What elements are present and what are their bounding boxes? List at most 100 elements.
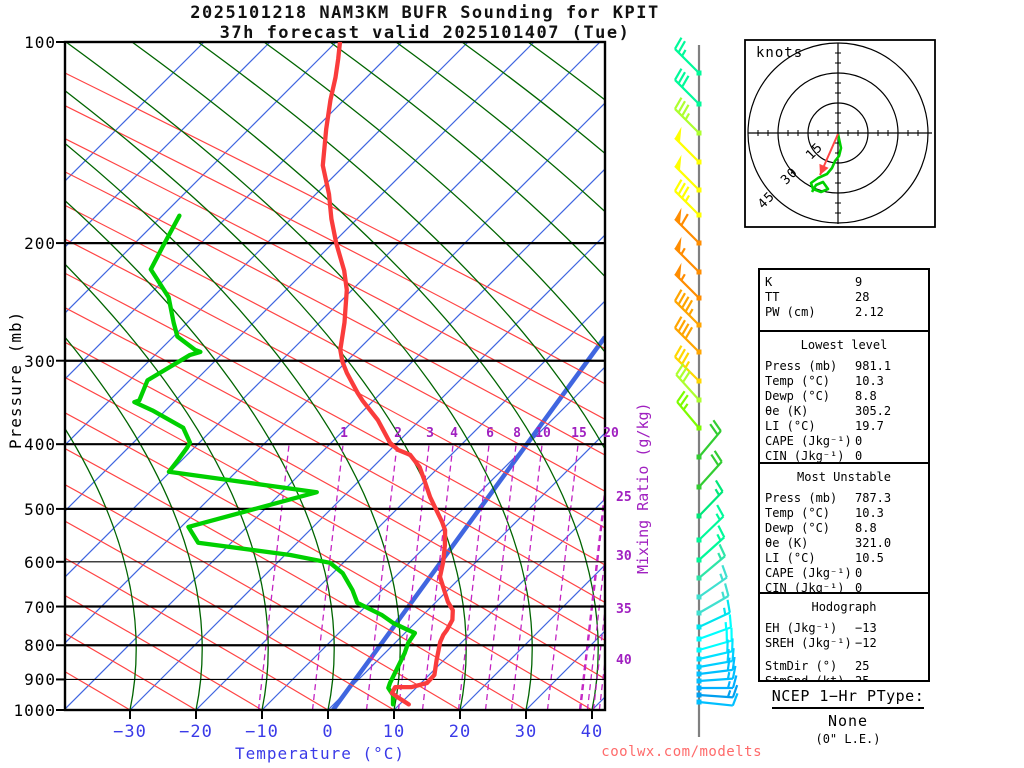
table-row-value: 2.12 <box>855 305 884 319</box>
table-row-label: θe (K) <box>765 536 809 550</box>
pressure-tick-label: 200 <box>24 234 56 253</box>
ptype-value: None <box>827 712 869 730</box>
table-row-value: 25 <box>855 659 870 673</box>
pressure-tick-label: 500 <box>24 500 56 519</box>
table-row-label: Dewp (°C) <box>765 521 831 535</box>
wind-barb <box>696 693 739 707</box>
wind-barb <box>696 638 734 662</box>
pressure-tick-label: 300 <box>24 352 56 371</box>
table-row: SREH (Jkg⁻¹) −12 <box>765 636 923 651</box>
table-section: Hodograph EH (Jkg⁻¹) −13 SREH (Jkg⁻¹) −12 Stm… <box>760 592 928 680</box>
wind-barb <box>696 656 736 677</box>
table-section: K 9 TT 28 PW (cm) 2.12 <box>760 270 928 330</box>
dewpoint-curve <box>132 213 418 707</box>
mixing-ratio-top-label: 2 <box>394 426 402 441</box>
table-row: Press (mb) 787.3 <box>765 491 923 506</box>
axis-ticks <box>56 41 593 719</box>
table-row-value: 10.5 <box>855 551 884 565</box>
table-row-value: 8.8 <box>855 521 877 535</box>
table-row: Dewp (°C) 8.8 <box>765 521 923 536</box>
mixing-ratio-right-label: 25 <box>616 490 632 505</box>
table-row-label: EH (Jkg⁻¹) <box>765 621 838 635</box>
table-row: CAPE (Jkg⁻¹) 0 <box>765 434 923 449</box>
table-row: StmSpd (kt)25 <box>765 674 923 680</box>
table-row-label: Temp (°C) <box>765 374 831 388</box>
wind-barb <box>674 154 702 193</box>
table-row-label: θe (K) <box>765 404 809 418</box>
mixing-ratio-top-label: 3 <box>426 426 434 441</box>
ptype-heading: NCEP 1−Hr PType: <box>771 687 925 709</box>
table-row-label: LI (°C) <box>765 419 816 433</box>
wind-barb <box>696 583 730 616</box>
temperature-axis-title: Temperature (°C) <box>234 744 406 763</box>
dry-adiabat-lines <box>65 72 605 710</box>
table-row-label: TT <box>765 290 780 304</box>
wind-barb <box>674 126 702 165</box>
temperature-curve <box>320 42 455 707</box>
table-row: Press (mb) 981.1 <box>765 359 923 374</box>
temperature-tick-label: −20 <box>179 722 213 742</box>
table-row-label: CAPE (Jkg⁻¹) <box>765 434 852 448</box>
plot-border <box>63 40 607 712</box>
table-section-header: Hodograph <box>811 600 877 614</box>
table-section-header: Lowest level <box>800 338 888 352</box>
table-row-label: K <box>765 275 773 289</box>
wind-barb <box>696 564 728 600</box>
wind-barb <box>696 599 731 630</box>
ptype-panel: NCEP 1−Hr PType: None (0" L.E.) <box>748 686 948 746</box>
table-row: StmDir (°) 25 <box>765 659 923 674</box>
table-row-value: 0 <box>855 434 863 448</box>
table-row-value: 787.3 <box>855 491 892 505</box>
table-row-value: 0 <box>855 566 863 580</box>
wind-barb <box>674 68 702 107</box>
table-row-value: 981.1 <box>855 359 892 373</box>
temperature-tick-label: 20 <box>448 722 472 742</box>
mixing-ratio-top-label: 4 <box>450 426 458 441</box>
table-row-value: 10.3 <box>855 506 884 520</box>
table-row: Temp (°C) 10.3 <box>765 374 923 389</box>
table-row: Dewp (°C) 8.8 <box>765 389 923 404</box>
mixing-ratio-lines <box>257 444 605 710</box>
wind-barb <box>696 419 722 460</box>
wind-barb <box>696 504 725 543</box>
mixing-ratio-right-label: 35 <box>616 602 632 617</box>
temperature-tick-label: −30 <box>113 722 147 742</box>
isobar-lines <box>65 241 605 680</box>
table-row-value: −13 <box>855 621 877 635</box>
table-row: LI (°C) 19.7 <box>765 419 923 434</box>
wind-barb <box>674 316 702 355</box>
pressure-tick-label: 600 <box>24 553 56 572</box>
hodograph-trace <box>809 133 843 194</box>
mixing-ratio-top-label: 1 <box>340 426 348 441</box>
chart-title-line2: 37h forecast valid 2025101407 (Tue) <box>219 23 631 43</box>
pressure-tick-label: 1000 <box>13 701 56 720</box>
table-section: Most Unstable Press (mb) 787.3 Temp (°C) 10.… <box>760 462 928 592</box>
table-row-value: 25 <box>855 674 869 680</box>
pressure-tick-label: 900 <box>24 670 56 689</box>
watermark-text: coolwx.com/modelts <box>601 744 762 760</box>
wind-barb <box>696 450 723 490</box>
wind-barb <box>675 363 702 403</box>
wind-barb <box>674 236 702 275</box>
pressure-tick-label: 700 <box>24 598 56 617</box>
table-row-value: 28 <box>855 290 870 304</box>
wind-barb <box>696 543 727 581</box>
table-row-label: CAPE (Jkg⁻¹) <box>765 566 852 580</box>
table-row-label: StmDir (°) <box>765 659 838 673</box>
table-row: PW (cm) 2.12 <box>765 305 923 320</box>
table-row-value: 8.8 <box>855 389 877 403</box>
chart-title-line1: 2025101218 NAM3KM BUFR Sounding for KPIT <box>190 3 660 23</box>
mixing-ratio-top-label: 20 <box>603 426 619 441</box>
table-row-value: 0 <box>855 581 863 592</box>
table-row: CIN (Jkg⁻¹) 0 <box>765 581 923 592</box>
table-row-value: 9 <box>855 275 863 289</box>
table-row-value: −12 <box>855 636 877 650</box>
temperature-tick-label: 0 <box>322 722 334 742</box>
wind-barb <box>676 390 702 431</box>
table-row: CIN (Jkg⁻¹) 0 <box>765 449 923 462</box>
pressure-tick-label: 800 <box>24 636 56 655</box>
sounding-indices-table: K 9 TT 28 PW (cm) 2.12 Lowest level Press (mb) 9… <box>758 268 930 682</box>
wind-barb <box>696 675 738 691</box>
